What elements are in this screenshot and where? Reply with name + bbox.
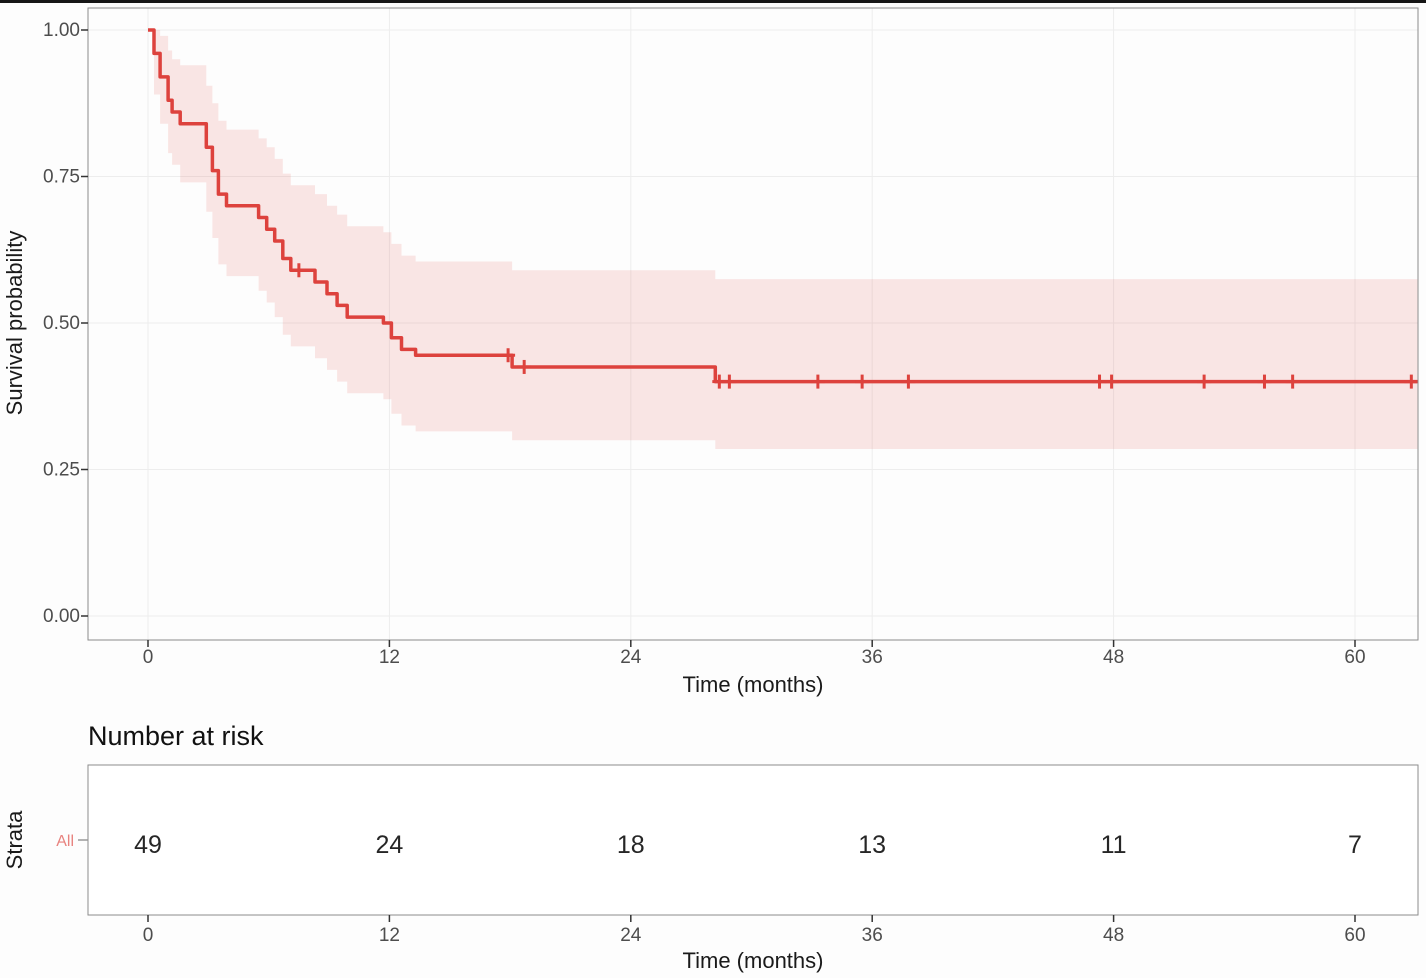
x-tick-label: 36 <box>862 647 883 668</box>
risk-table-title: Number at risk <box>88 721 264 751</box>
figure-top-border <box>0 0 1426 3</box>
censor-mark <box>722 374 737 389</box>
risk-x-axis: 0 12 24 36 48 60 <box>143 915 1366 946</box>
plot-panel-border <box>87 7 1419 641</box>
censor-mark <box>291 263 306 278</box>
ci-band-area <box>154 30 1418 449</box>
censor-mark <box>855 374 870 389</box>
risk-count-row: 49 24 18 13 11 7 <box>134 831 1362 859</box>
risk-count: 49 <box>134 831 162 859</box>
risk-x-axis-title: Time (months) <box>683 948 824 973</box>
censor-mark <box>1092 374 1107 389</box>
x-tick-label: 0 <box>143 647 154 668</box>
risk-x-tick-label: 36 <box>862 925 883 946</box>
x-axis: 0 12 24 36 48 60 <box>143 640 1366 668</box>
risk-count: 18 <box>617 831 645 859</box>
y-tick-label: 1.00 <box>43 20 80 41</box>
censor-marks <box>291 263 1419 389</box>
risk-count: 24 <box>375 831 403 859</box>
risk-x-tick-label: 12 <box>379 925 400 946</box>
censor-mark <box>1285 374 1300 389</box>
survival-step-line <box>148 28 1418 384</box>
censor-mark <box>517 359 532 374</box>
y-tick-label: 0.50 <box>43 313 80 334</box>
y-tick-label: 0.00 <box>43 606 80 627</box>
censor-mark <box>1404 374 1419 389</box>
survival-curve <box>148 28 1418 384</box>
y-axis-title: Survival probability <box>2 231 27 416</box>
risk-x-tick-label: 60 <box>1344 925 1365 946</box>
censor-mark <box>810 374 825 389</box>
y-axis: 1.00 0.75 0.50 0.25 0.00 <box>43 20 88 627</box>
censor-mark <box>501 348 516 363</box>
risk-count: 11 <box>1101 831 1127 859</box>
strata-axis-title: Strata <box>2 810 27 869</box>
censor-mark <box>1257 374 1272 389</box>
x-tick-label: 60 <box>1344 647 1365 668</box>
x-tick-label: 24 <box>620 647 642 668</box>
x-tick-label: 12 <box>379 647 400 668</box>
plot-gridlines <box>88 8 1418 640</box>
risk-x-tick-label: 0 <box>143 925 154 946</box>
y-tick-label: 0.75 <box>43 167 80 188</box>
censor-mark <box>1104 374 1119 389</box>
risk-count: 7 <box>1348 831 1362 859</box>
risk-x-tick-label: 48 <box>1103 925 1124 946</box>
risk-x-tick-label: 24 <box>620 925 642 946</box>
censor-mark <box>1197 374 1212 389</box>
strata-label: All <box>56 833 74 850</box>
censor-mark <box>901 374 916 389</box>
confidence-band <box>154 30 1418 449</box>
x-tick-label: 48 <box>1103 647 1124 668</box>
x-axis-title: Time (months) <box>683 672 824 697</box>
risk-table-panel <box>87 764 1419 916</box>
risk-count: 13 <box>858 831 886 859</box>
y-tick-label: 0.25 <box>43 460 80 481</box>
